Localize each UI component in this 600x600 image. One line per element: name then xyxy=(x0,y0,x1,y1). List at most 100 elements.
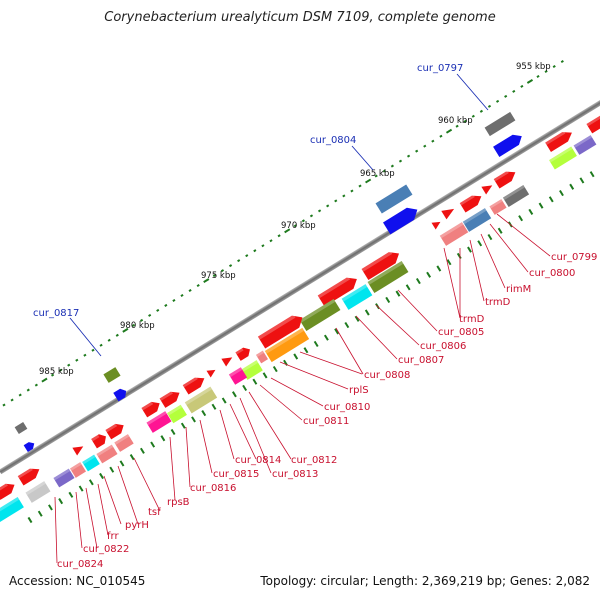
inner-tick xyxy=(364,309,370,316)
gene-highlight xyxy=(82,454,96,465)
label-cur_0810: cur_0810 xyxy=(324,402,370,413)
gene-feature[interactable] xyxy=(502,185,530,207)
gene-feature[interactable] xyxy=(17,465,43,486)
scale-label-960: 960 kbp xyxy=(438,116,473,126)
gene-feature[interactable] xyxy=(235,345,252,361)
label-leader xyxy=(279,361,349,390)
gene-feature[interactable] xyxy=(545,128,575,153)
gene-highlight xyxy=(586,114,600,127)
gene-shape xyxy=(502,185,530,207)
gene-feature[interactable] xyxy=(299,298,341,332)
gene-shape xyxy=(573,135,597,155)
gene-feature[interactable] xyxy=(70,462,86,478)
gene-feature[interactable] xyxy=(146,411,172,433)
gene-feature[interactable] xyxy=(206,366,217,378)
accession-label: Accession: NC_010545 xyxy=(9,574,146,588)
gene-feature[interactable] xyxy=(82,454,100,472)
gene-feature[interactable] xyxy=(341,284,373,310)
gene-highlight xyxy=(25,481,46,496)
gene-feature[interactable] xyxy=(184,386,218,414)
gene-feature[interactable] xyxy=(549,146,577,170)
gene-highlight xyxy=(489,199,503,209)
gene-cur_0804[interactable] xyxy=(375,184,413,214)
scale-tick xyxy=(203,278,210,283)
scale-tick xyxy=(431,139,435,143)
inner-tick xyxy=(518,215,524,222)
label-cur_0812: cur_0812 xyxy=(291,455,337,466)
gene-feature[interactable] xyxy=(105,421,126,440)
label-leader xyxy=(75,491,83,549)
scale-tick xyxy=(471,114,475,118)
gene-shape xyxy=(367,260,409,294)
scale-tick xyxy=(269,239,273,243)
gene-cur_0825[interactable] xyxy=(14,421,28,435)
gene-cur_0797[interactable] xyxy=(484,111,516,137)
scale-tick xyxy=(188,289,192,293)
scale-tick xyxy=(26,388,30,392)
inner-tick xyxy=(538,202,544,209)
scale-tick xyxy=(560,60,564,64)
label-cur_0815: cur_0815 xyxy=(213,469,259,480)
gene-feature[interactable] xyxy=(255,350,269,364)
gene-shape xyxy=(493,171,516,189)
gene-highlight xyxy=(96,444,114,457)
gene-feature[interactable] xyxy=(53,468,75,488)
gene-cur_0804b[interactable] xyxy=(383,204,421,235)
gene-shape xyxy=(182,377,205,395)
gene-cur_0817[interactable] xyxy=(103,367,121,383)
gene-feature[interactable] xyxy=(489,199,507,215)
gene-shape xyxy=(489,199,507,215)
gene-feature[interactable] xyxy=(367,260,409,294)
label-leader xyxy=(375,304,420,346)
inner-tick xyxy=(477,240,483,247)
gene-feature[interactable] xyxy=(182,374,208,395)
gene-cur_0825b[interactable] xyxy=(23,440,37,453)
gene-feature[interactable] xyxy=(96,444,118,464)
gene-shape xyxy=(299,298,341,332)
gene-feature[interactable] xyxy=(91,432,109,449)
gene-feature[interactable] xyxy=(0,480,17,500)
gene-cur_0798[interactable] xyxy=(493,131,525,157)
gene-feature[interactable] xyxy=(159,388,183,408)
gene-feature[interactable] xyxy=(228,367,248,385)
scale-label-985: 985 kbp xyxy=(39,367,74,377)
gene-feature[interactable] xyxy=(241,360,263,380)
gene-feature[interactable] xyxy=(257,311,306,349)
gene-feature[interactable] xyxy=(462,208,492,232)
gene-feature[interactable] xyxy=(0,497,24,523)
inner-tick xyxy=(446,259,452,266)
gene-feature[interactable] xyxy=(317,273,361,307)
scale-tick xyxy=(326,204,330,208)
inner-tick xyxy=(191,416,196,423)
gene-feature[interactable] xyxy=(167,404,187,424)
scale-tick xyxy=(2,403,6,407)
scale-tick xyxy=(284,228,291,234)
gene-feature[interactable] xyxy=(25,481,51,503)
gene-feature[interactable] xyxy=(586,114,600,134)
label-trmD-2: trmD xyxy=(459,314,485,325)
gene-shape xyxy=(459,195,482,213)
gene-feature[interactable] xyxy=(114,434,134,452)
inner-tick xyxy=(231,391,237,398)
gene-cur_0817b[interactable] xyxy=(113,387,128,402)
gene-feature[interactable] xyxy=(141,399,162,418)
scale-tick xyxy=(253,249,257,253)
label-leader xyxy=(199,419,213,474)
gene-feature[interactable] xyxy=(481,182,494,195)
gene-feature[interactable] xyxy=(441,205,456,220)
scale-tick xyxy=(131,323,136,327)
label-leader xyxy=(229,403,257,460)
gene-shape xyxy=(257,315,303,349)
inner-tick xyxy=(109,466,115,473)
gene-feature[interactable] xyxy=(361,248,403,281)
gene-feature[interactable] xyxy=(459,192,485,213)
gene-feature[interactable] xyxy=(431,218,442,230)
gene-feature[interactable] xyxy=(72,443,85,456)
gene-feature[interactable] xyxy=(493,168,519,189)
gene-feature[interactable] xyxy=(573,135,597,155)
gene-feature[interactable] xyxy=(439,222,469,246)
gene-feature[interactable] xyxy=(264,327,310,363)
gene-feature[interactable] xyxy=(221,354,234,367)
inner-tick xyxy=(323,334,329,341)
